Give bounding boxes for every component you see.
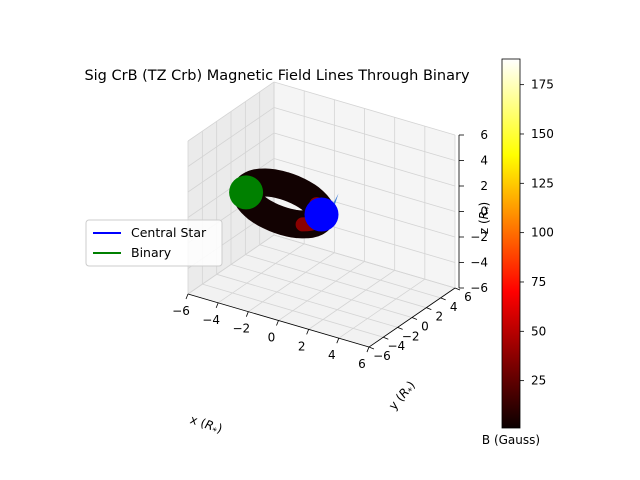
x-tick-labels: −6 −4 −2 0 2 4 6 xyxy=(172,293,370,371)
colorbar-label: B (Gauss) xyxy=(482,433,540,447)
floor-grid-y xyxy=(273,234,456,289)
x-tick-label: 0 xyxy=(268,331,276,345)
back-grid-z xyxy=(273,81,456,136)
legend-label-binary: Binary xyxy=(131,245,172,260)
y-tick-mark xyxy=(426,307,432,311)
x-tick-label: −4 xyxy=(202,313,220,327)
colorbar-tick-label: 75 xyxy=(531,275,546,289)
colorbar-tick-label: 175 xyxy=(531,78,554,92)
z-tick-label: −6 xyxy=(470,281,488,295)
z-tick-label: 0 xyxy=(480,205,488,219)
z-tick-label: 4 xyxy=(480,154,488,168)
legend-label-central-star: Central Star xyxy=(131,225,207,240)
y-tick-label: 2 xyxy=(435,310,443,324)
legend-frame xyxy=(85,219,223,267)
x-tick-label: 4 xyxy=(328,348,336,362)
y-tick-label: −6 xyxy=(373,349,391,363)
z-tick-labels: −6 −4 −2 0 2 4 6 xyxy=(459,128,488,295)
y-axis-label: y (R*) xyxy=(386,378,420,414)
colorbar-tick-label: 125 xyxy=(531,176,554,190)
y-tick-label: 4 xyxy=(450,300,458,314)
back-grid-z xyxy=(273,107,456,161)
y-tick-mark xyxy=(383,336,389,340)
colorbar-gradient xyxy=(501,58,521,429)
floor-grid-y xyxy=(259,244,441,299)
x-tick-mark xyxy=(245,311,249,317)
y-tick-mark xyxy=(440,297,446,301)
y-tick-mark xyxy=(368,346,375,350)
y-tick-label: 0 xyxy=(421,320,429,334)
colorbar-tick-label: 100 xyxy=(531,226,554,240)
x-tick-mark xyxy=(366,346,370,353)
x-tick-mark xyxy=(185,293,189,300)
x-tick-mark xyxy=(215,302,219,308)
left-grid-z xyxy=(187,107,275,167)
y-tick-mark xyxy=(397,326,403,330)
x-tick-label: 6 xyxy=(358,357,366,371)
y-tick-mark xyxy=(454,287,461,291)
colorbar: 25 50 75 100 125 150 175 B (Gauss) xyxy=(482,58,554,447)
colorbar-tick-label: 50 xyxy=(531,324,546,338)
z-tick-label: −2 xyxy=(470,230,488,244)
z-tick-label: −4 xyxy=(470,256,488,270)
bodies xyxy=(229,175,339,232)
x-tick-mark xyxy=(306,329,310,335)
central-star-marker xyxy=(304,197,339,232)
z-tick-label: 6 xyxy=(480,128,488,142)
z-tick-label: 2 xyxy=(480,179,488,193)
left-grid-z xyxy=(187,81,275,142)
x-tick-label: −6 xyxy=(172,304,190,318)
x-tick-mark xyxy=(276,320,279,326)
binary-star-marker xyxy=(229,175,264,210)
y-tick-label: 6 xyxy=(464,290,472,304)
colorbar-tick-label: 150 xyxy=(531,127,554,141)
x-tick-mark xyxy=(336,338,340,344)
x-tick-label: 2 xyxy=(298,339,306,353)
z-axis-label: z (R*) xyxy=(477,202,494,234)
legend: Central Star Binary xyxy=(85,219,223,267)
y-tick-label: −2 xyxy=(402,329,420,343)
colorbar-tick-label: 25 xyxy=(531,374,546,388)
x-tick-label: −2 xyxy=(232,322,250,336)
y-tick-label: −4 xyxy=(387,339,405,353)
colorbar-ticks: 25 50 75 100 125 150 175 xyxy=(520,78,554,388)
chart-title: Sig CrB (TZ Crb) Magnetic Field Lines Th… xyxy=(84,68,470,84)
x-axis-label: x (R*) xyxy=(187,412,224,438)
y-tick-mark xyxy=(411,317,418,320)
